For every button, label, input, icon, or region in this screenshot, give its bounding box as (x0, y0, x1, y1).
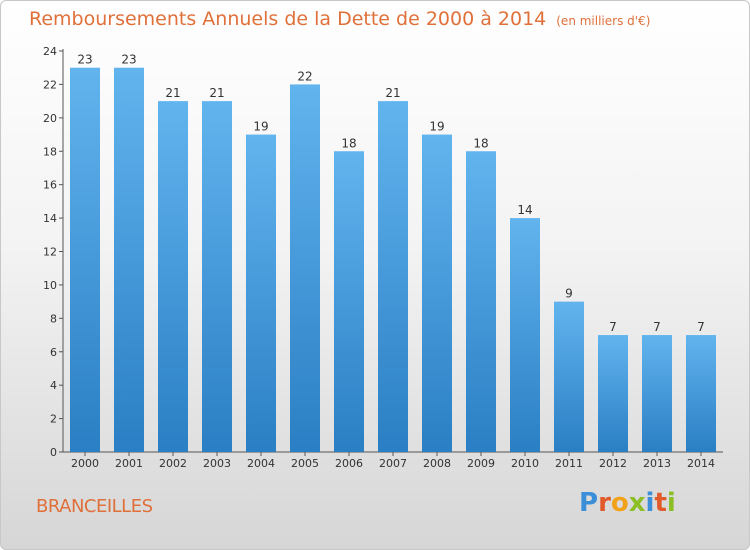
x-tick-label-2010: 2010 (511, 457, 539, 470)
x-tick-label-2009: 2009 (467, 457, 495, 470)
bar-2005 (290, 84, 320, 453)
bar-2006 (334, 151, 364, 452)
x-tick-label-2012: 2012 (599, 457, 627, 470)
logo-letter: x (628, 488, 646, 518)
y-tick-label: 22 (43, 78, 57, 91)
bar-2014 (686, 335, 716, 452)
logo-letter: i (645, 488, 655, 518)
x-tick-label-2008: 2008 (423, 457, 451, 470)
y-tick-label: 2 (50, 413, 57, 426)
x-tick-label-2014: 2014 (687, 457, 715, 470)
logo-letter: i (666, 488, 676, 518)
logo-letter: o (610, 488, 629, 518)
value-label-2007: 21 (385, 86, 400, 100)
x-tick-label-2001: 2001 (115, 457, 143, 470)
value-label-2002: 21 (165, 86, 180, 100)
value-label-2008: 19 (429, 120, 444, 134)
x-tick-label-2007: 2007 (379, 457, 407, 470)
chart-title-main: Remboursements Annuels de la Dette de 20… (29, 8, 547, 30)
bar-2003 (202, 101, 232, 452)
y-tick-label: 12 (43, 246, 57, 259)
y-tick-label: 20 (43, 112, 57, 125)
chart-title: Remboursements Annuels de la Dette de 20… (29, 8, 650, 30)
logo-letter: P (579, 488, 599, 518)
x-tick-label-2003: 2003 (203, 457, 231, 470)
proxiti-logo: Proxiti (579, 488, 676, 518)
x-tick-label-2013: 2013 (643, 457, 671, 470)
y-tick-label: 10 (43, 279, 57, 292)
value-label-2012: 7 (609, 320, 617, 334)
bar-2004 (246, 134, 276, 452)
bar-2000 (70, 67, 100, 452)
value-label-2013: 7 (653, 320, 661, 334)
bar-2012 (598, 335, 628, 452)
value-label-2000: 23 (77, 53, 92, 67)
logo-letter: r (598, 488, 611, 518)
chart-unit-note: (en milliers d'€) (556, 14, 651, 28)
logo-letter: t (654, 488, 667, 518)
bar-2009 (466, 151, 496, 452)
value-label-2011: 9 (565, 287, 573, 301)
bar-2001 (114, 67, 144, 452)
x-tick-label-2006: 2006 (335, 457, 363, 470)
bar-2008 (422, 134, 452, 452)
commune-name: BRANCEILLES (36, 496, 153, 517)
bar-2002 (158, 101, 188, 452)
value-label-2009: 18 (473, 136, 488, 150)
x-tick-label-2004: 2004 (247, 457, 275, 470)
x-tick-label-2005: 2005 (291, 457, 319, 470)
y-tick-label: 8 (50, 312, 57, 325)
bar-2007 (378, 101, 408, 452)
bar-2013 (642, 335, 672, 452)
value-label-2003: 21 (209, 86, 224, 100)
y-tick-label: 0 (50, 446, 57, 459)
y-tick-label: 14 (43, 212, 57, 225)
value-label-2005: 22 (297, 69, 312, 83)
value-label-2006: 18 (341, 136, 356, 150)
y-tick-label: 18 (43, 145, 57, 158)
bar-2011 (554, 301, 584, 452)
x-tick-label-2002: 2002 (159, 457, 187, 470)
y-tick-label: 24 (43, 45, 57, 58)
x-tick-label-2000: 2000 (71, 457, 99, 470)
value-label-2004: 19 (253, 120, 268, 134)
bar-2010 (510, 218, 540, 452)
value-label-2014: 7 (697, 320, 705, 334)
value-label-2001: 23 (121, 53, 136, 67)
x-tick-label-2011: 2011 (555, 457, 583, 470)
value-label-2010: 14 (517, 203, 532, 217)
y-tick-label: 6 (50, 346, 57, 359)
y-tick-label: 4 (50, 379, 57, 392)
y-tick-label: 16 (43, 179, 57, 192)
